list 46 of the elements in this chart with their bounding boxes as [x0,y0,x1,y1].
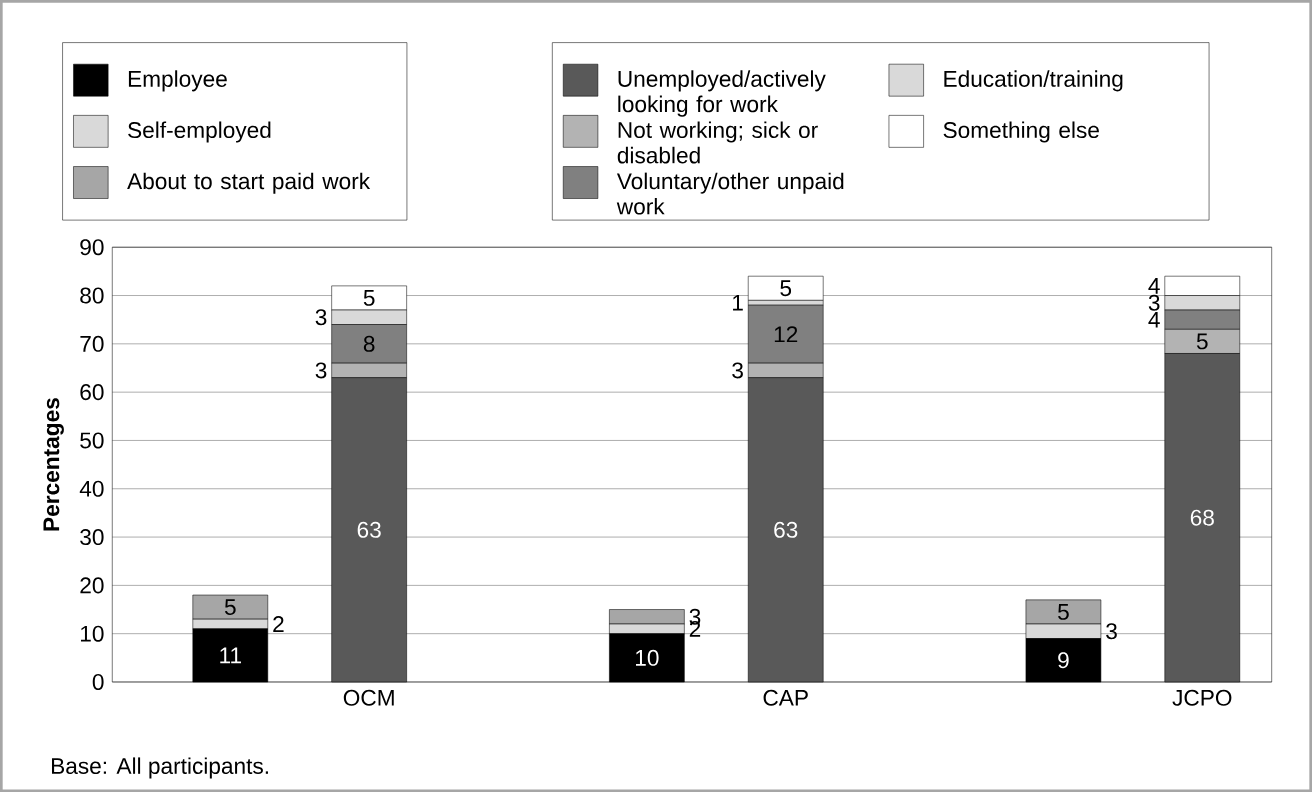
data-label: 8 [363,335,375,352]
y-tick-label: 70 [80,335,104,352]
y-tick-label: 50 [80,432,104,449]
y-tick-label: 0 [92,673,104,690]
data-label: 4 [1148,277,1160,294]
legend-label: Employee [128,70,227,92]
data-label: 10 [636,649,659,666]
legend-label: About to start paid work [127,172,371,194]
y-tick-label: 40 [79,480,104,497]
y-tick-label: 80 [80,287,104,304]
x-tick-label: CAP [763,689,808,706]
y-axis-title: Percentages [43,398,64,531]
data-label: 9 [1058,652,1069,669]
y-tick-label: 20 [80,577,104,594]
data-label: 1 [733,294,743,311]
data-label: 3 [1148,294,1160,311]
y-tick-label: 30 [80,528,104,545]
legend-label: Education/training [944,70,1123,92]
data-label: 63 [357,521,381,538]
y-tick-label: 10 [81,625,104,642]
data-label: 3 [315,309,327,326]
data-label: 5 [1196,333,1208,350]
data-label: 2 [273,615,284,632]
legend-label: Unemployed/actively looking for work [618,70,826,117]
data-label: 12 [774,326,798,342]
data-label: 5 [780,280,792,297]
x-tick-label: OCM [343,689,394,706]
data-label: 11 [220,647,241,664]
legend-label: Self-employed [128,121,271,143]
x-tick-label: JCPO [1172,689,1232,706]
y-tick-label: 90 [80,239,104,256]
bar [747,275,824,301]
data-label: 3 [1106,623,1117,640]
data-label: 68 [1190,509,1214,526]
data-label: 5 [224,599,236,615]
data-label: 5 [1058,603,1069,620]
data-label: 3 [315,362,327,379]
data-label: 3 [732,362,743,379]
text: Base: All participants. [51,757,268,779]
data-label: 63 [774,521,798,538]
legend-label: Voluntary/other unpaid work [616,172,844,215]
legend-label: Not working; sick or disabled [617,121,818,164]
legend-label: Something else [943,121,1099,143]
data-label: 4 [1148,311,1160,328]
y-tick-label: 60 [80,383,104,401]
data-label: 5 [363,289,375,306]
